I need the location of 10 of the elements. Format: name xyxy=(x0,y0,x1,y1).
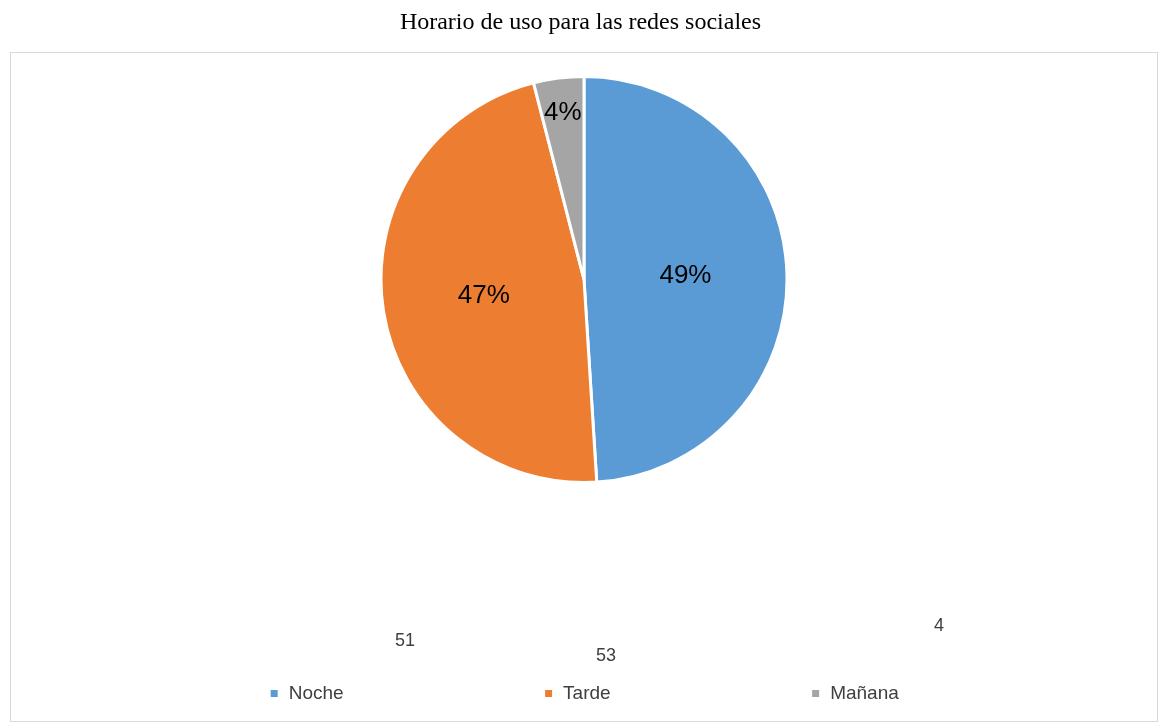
data-label: 49% xyxy=(659,259,712,290)
chart-title: Horario de uso para las redes sociales xyxy=(398,8,763,35)
legend-label: Tarde xyxy=(563,681,611,703)
text: 51 xyxy=(394,629,416,650)
text: 53 xyxy=(595,644,617,665)
data-label: 4% xyxy=(544,95,582,126)
legend-label: Noche xyxy=(288,681,344,703)
data-label: 47% xyxy=(457,278,510,309)
text: 4 xyxy=(933,614,945,635)
legend-label: Mañana xyxy=(830,681,900,703)
